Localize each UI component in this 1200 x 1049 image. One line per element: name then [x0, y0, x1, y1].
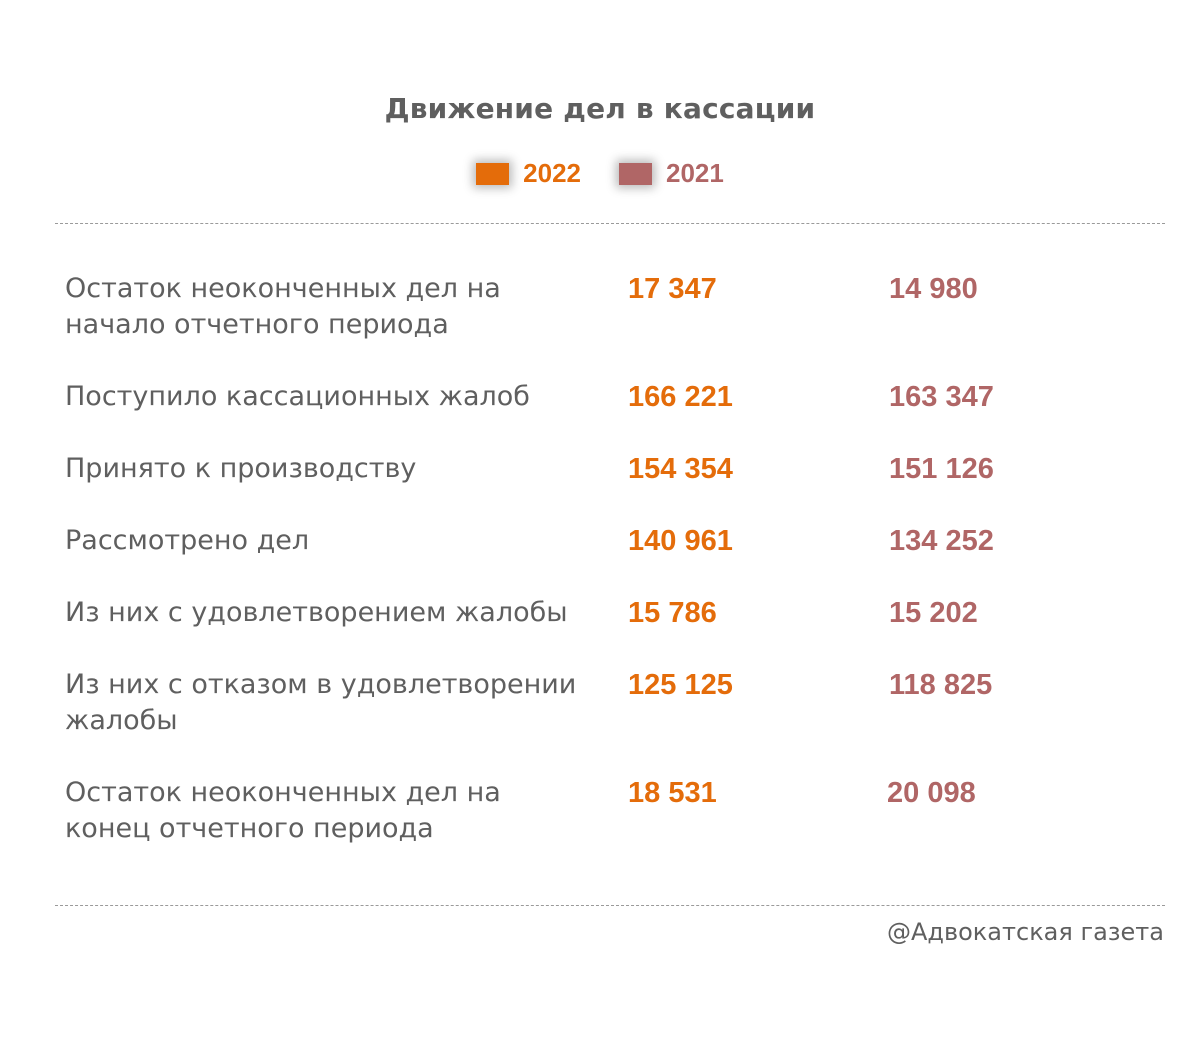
- page-title: Движение дел в кассации: [384, 92, 816, 125]
- legend-label-2021: 2021: [666, 158, 724, 188]
- legend-label-2022: 2022: [523, 158, 581, 188]
- legend-swatch-2021: [619, 162, 652, 185]
- row-label: Из них с удовлетворением жалобы: [65, 597, 568, 628]
- row-label: Остаток неоконченных дел на конец отчетн…: [65, 777, 501, 844]
- value-2022: 154 354: [628, 453, 733, 485]
- value-2021: 134 252: [889, 525, 994, 557]
- bottom-divider: [55, 905, 1165, 906]
- legend-item-2022: 2022: [476, 158, 581, 189]
- row-label: Принято к производству: [65, 453, 417, 484]
- legend: 2022 2021: [0, 158, 1200, 189]
- row-label: Поступило кассационных жалоб: [65, 381, 530, 412]
- value-2021: 163 347: [889, 381, 994, 413]
- value-2022: 15 786: [628, 597, 717, 629]
- value-2021: 14 980: [889, 273, 978, 305]
- row-label: Рассмотрено дел: [65, 525, 310, 556]
- value-2022: 17 347: [628, 273, 717, 305]
- legend-swatch-2022: [476, 162, 510, 185]
- legend-item-2021: 2021: [619, 158, 724, 189]
- value-2021: 151 126: [889, 453, 994, 485]
- value-2022: 18 531: [628, 777, 717, 809]
- value-2022: 140 961: [628, 525, 733, 557]
- top-divider: [55, 223, 1165, 224]
- value-2021: 15 202: [889, 597, 978, 629]
- row-label: Остаток неоконченных дел на начало отчет…: [65, 273, 501, 340]
- value-2021: 118 825: [889, 669, 993, 701]
- value-2021: 20 098: [887, 777, 976, 809]
- source-credit: @Адвокатская газета: [886, 918, 1164, 946]
- row-label: Из них с отказом в удовлетворении жалобы: [65, 669, 577, 736]
- value-2022: 125 125: [628, 669, 733, 701]
- value-2022: 166 221: [628, 381, 733, 413]
